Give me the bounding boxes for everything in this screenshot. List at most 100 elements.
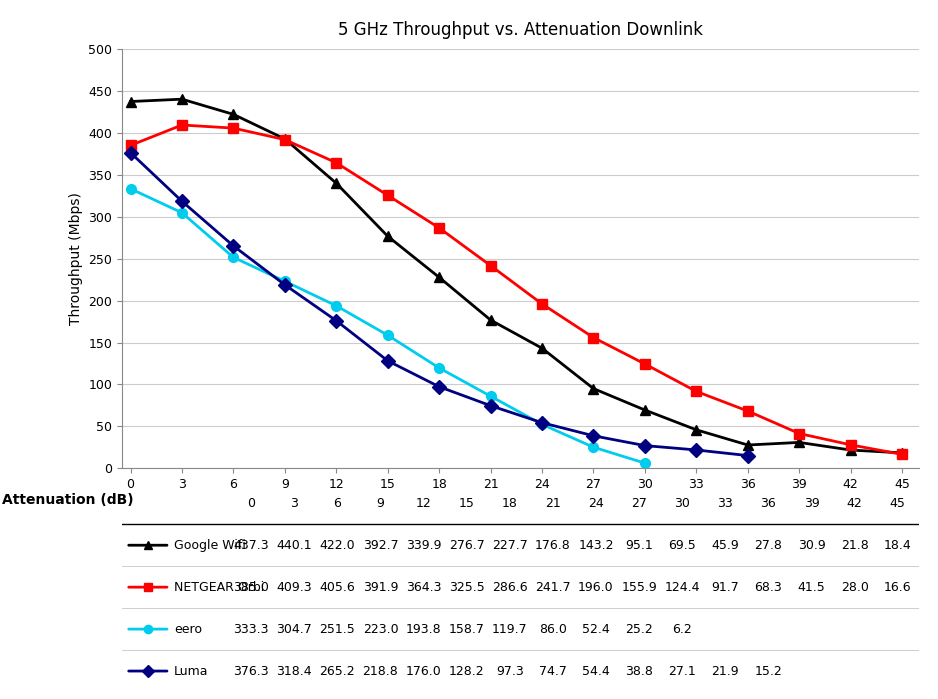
- eero: [433, 363, 445, 372]
- Text: 218.8: 218.8: [363, 665, 399, 677]
- Text: NETGEAR Orbi: NETGEAR Orbi: [174, 581, 264, 593]
- Text: 223.0: 223.0: [363, 623, 399, 635]
- NETGEAR Orbi: [794, 429, 805, 438]
- Text: 6.2: 6.2: [673, 623, 692, 635]
- Line: Luma: Luma: [126, 147, 752, 461]
- Text: 15.2: 15.2: [754, 665, 782, 677]
- Text: 42: 42: [847, 497, 862, 510]
- Google Wifi: [845, 446, 856, 454]
- Text: 41.5: 41.5: [797, 581, 825, 593]
- NETGEAR Orbi: [640, 360, 651, 368]
- NETGEAR Orbi: [433, 224, 445, 232]
- Text: 28.0: 28.0: [840, 581, 869, 593]
- Text: 158.7: 158.7: [448, 623, 485, 635]
- Text: 176.8: 176.8: [535, 539, 570, 552]
- Text: 286.6: 286.6: [492, 581, 527, 593]
- eero: [228, 253, 239, 261]
- Text: 18: 18: [502, 497, 518, 510]
- Text: 193.8: 193.8: [406, 623, 442, 635]
- Text: 45.9: 45.9: [711, 539, 739, 552]
- Text: 251.5: 251.5: [320, 623, 356, 635]
- Google Wifi: [897, 449, 908, 457]
- Luma: [228, 242, 239, 250]
- Text: 16.6: 16.6: [884, 581, 912, 593]
- Text: 39: 39: [804, 497, 820, 510]
- NETGEAR Orbi: [125, 141, 136, 150]
- eero: [330, 301, 341, 310]
- Text: 391.9: 391.9: [363, 581, 399, 593]
- Google Wifi: [176, 95, 188, 103]
- NETGEAR Orbi: [690, 387, 702, 396]
- Text: 25.2: 25.2: [626, 623, 653, 635]
- Text: 376.3: 376.3: [234, 665, 269, 677]
- Text: Attenuation (dB): Attenuation (dB): [2, 493, 133, 507]
- Text: 27.1: 27.1: [668, 665, 696, 677]
- NETGEAR Orbi: [845, 440, 856, 449]
- Text: 24: 24: [588, 497, 604, 510]
- Text: 27: 27: [631, 497, 647, 510]
- Luma: [690, 446, 702, 454]
- Text: 325.5: 325.5: [448, 581, 485, 593]
- eero: [176, 208, 188, 217]
- Text: 265.2: 265.2: [320, 665, 356, 677]
- Google Wifi: [537, 344, 548, 352]
- Luma: [176, 197, 188, 206]
- Google Wifi: [742, 441, 753, 449]
- Text: 304.7: 304.7: [277, 623, 312, 635]
- NETGEAR Orbi: [280, 136, 291, 144]
- Google Wifi: [330, 179, 341, 187]
- Text: 18.4: 18.4: [884, 539, 912, 552]
- Text: 30: 30: [674, 497, 690, 510]
- Text: 36: 36: [761, 497, 777, 510]
- Text: 364.3: 364.3: [406, 581, 441, 593]
- Text: 12: 12: [416, 497, 431, 510]
- Luma: [382, 356, 393, 365]
- Luma: [330, 317, 341, 325]
- NETGEAR Orbi: [588, 333, 599, 342]
- eero: [382, 331, 393, 340]
- Text: 86.0: 86.0: [539, 623, 567, 635]
- NETGEAR Orbi: [382, 191, 393, 199]
- eero: [125, 185, 136, 193]
- Text: 119.7: 119.7: [492, 623, 527, 635]
- Google Wifi: [588, 384, 599, 393]
- Text: 9: 9: [376, 497, 385, 510]
- Text: 74.7: 74.7: [539, 665, 567, 677]
- Text: 15: 15: [459, 497, 475, 510]
- Google Wifi: [433, 273, 445, 282]
- Text: 385.0: 385.0: [234, 581, 269, 593]
- Text: 128.2: 128.2: [449, 665, 484, 677]
- NETGEAR Orbi: [485, 261, 496, 270]
- Line: Google Wifi: Google Wifi: [126, 94, 907, 458]
- Text: 3: 3: [290, 497, 298, 510]
- Text: 392.7: 392.7: [363, 539, 399, 552]
- Line: NETGEAR Orbi: NETGEAR Orbi: [126, 120, 907, 459]
- NETGEAR Orbi: [330, 159, 341, 167]
- Text: 276.7: 276.7: [448, 539, 485, 552]
- Text: 6: 6: [333, 497, 341, 510]
- Text: 440.1: 440.1: [277, 539, 312, 552]
- Luma: [537, 419, 548, 427]
- Text: Google Wifi: Google Wifi: [174, 539, 246, 552]
- Text: eero: eero: [174, 623, 202, 635]
- NETGEAR Orbi: [537, 300, 548, 308]
- Luma: [742, 452, 753, 460]
- Google Wifi: [228, 110, 239, 119]
- Text: 21: 21: [545, 497, 561, 510]
- Luma: [280, 280, 291, 289]
- Google Wifi: [125, 97, 136, 106]
- Text: 339.9: 339.9: [406, 539, 441, 552]
- Text: Luma: Luma: [174, 665, 208, 677]
- Text: 54.4: 54.4: [582, 665, 610, 677]
- Text: 97.3: 97.3: [496, 665, 523, 677]
- Text: 241.7: 241.7: [535, 581, 570, 593]
- Luma: [640, 441, 651, 449]
- Text: 155.9: 155.9: [621, 581, 657, 593]
- Text: 227.7: 227.7: [492, 539, 528, 552]
- eero: [537, 420, 548, 428]
- eero: [640, 459, 651, 468]
- Text: 95.1: 95.1: [626, 539, 653, 552]
- Google Wifi: [280, 135, 291, 143]
- Text: 27.8: 27.8: [754, 539, 782, 552]
- Luma: [485, 401, 496, 410]
